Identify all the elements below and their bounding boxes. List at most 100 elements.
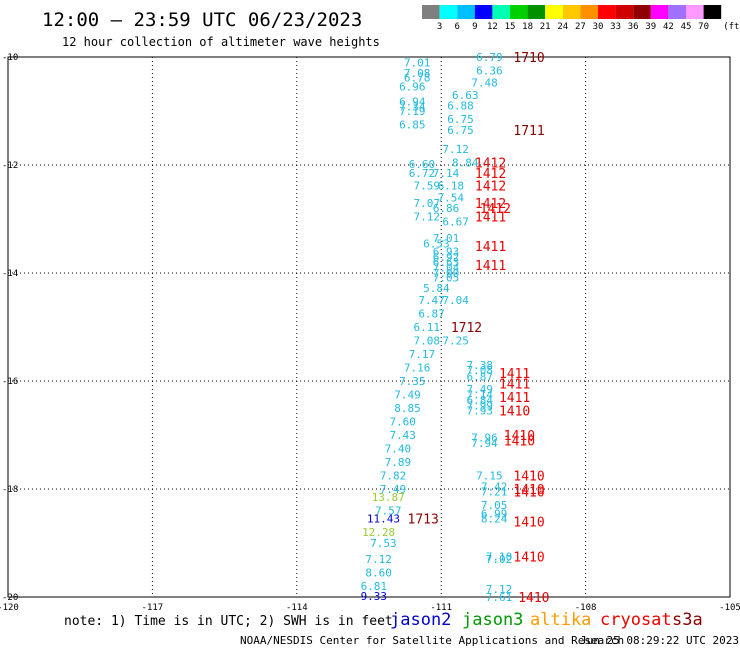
swh-value-label: 6.94 <box>399 95 426 108</box>
y-tick-label: -14 <box>2 269 18 279</box>
pass-number-label: 1410 <box>504 429 535 444</box>
swh-value-label: 6.87 <box>466 371 493 384</box>
color-swatch <box>492 5 510 19</box>
swh-value-label: 6.63 <box>452 89 479 102</box>
swh-value-label: 7.53 <box>370 537 397 550</box>
pass-number-label: 1411 <box>499 391 530 406</box>
swh-value-label: 11.43 <box>367 513 400 526</box>
swh-value-label: 12.28 <box>362 526 395 539</box>
swh-value-label: 7.02 <box>486 553 513 566</box>
color-scale-label: 39 <box>645 22 656 32</box>
chart-subtitle: 12 hour collection of altimeter wave hei… <box>62 35 380 49</box>
swh-value-label: 7.14 <box>433 167 460 180</box>
swh-value-label: 7.93 <box>466 405 493 418</box>
color-swatch <box>545 5 563 19</box>
swh-value-label: 7.05 <box>481 499 508 512</box>
color-scale-label: 3 <box>437 22 442 32</box>
footer-credit: NOAA/NESDIS Center for Satellite Applica… <box>240 634 624 647</box>
color-scale-label: 36 <box>628 22 639 32</box>
swh-value-label: 7.60 <box>389 416 416 429</box>
color-swatch <box>668 5 686 19</box>
color-swatch <box>439 5 458 19</box>
swh-value-label: 7.04 <box>442 294 469 307</box>
swh-value-label: 7.34 <box>399 101 426 114</box>
pass-number-label: 1411 <box>475 240 506 255</box>
color-swatch <box>422 5 440 19</box>
swh-value-label: 6.84 <box>466 394 493 407</box>
swh-value-label: 7.35 <box>399 375 426 388</box>
color-scale-label: 27 <box>575 22 586 32</box>
color-swatch <box>615 5 634 19</box>
axis-ticks: -120 -117 -114 -111 -108 -105 -10 -12 -14 -16 -18 -… <box>0 53 740 613</box>
swh-value-label: 7.42 <box>481 480 508 493</box>
swh-value-label: 6.81 <box>361 580 388 593</box>
pass-number-label: 1711 <box>513 124 544 139</box>
swh-value-label: 7.25 <box>442 335 469 348</box>
swh-value-label: 7.08 <box>414 335 441 348</box>
swh-value-label: 6.78 <box>404 72 431 85</box>
swh-value-label: 5.84 <box>423 282 450 295</box>
swh-value-label: 7.12 <box>365 553 392 566</box>
pass-number-label: 1411 <box>499 378 530 393</box>
swh-value-label: 7.12 <box>486 583 513 596</box>
y-tick-label: -12 <box>2 161 18 171</box>
swh-value-label: 7.49 <box>394 389 421 402</box>
swh-value-label: 7.07 <box>414 197 441 210</box>
swh-value-label: 6.75 <box>447 124 474 137</box>
swh-value-label: 6.36 <box>476 65 503 78</box>
plot-frame <box>7 56 731 598</box>
swh-value-label: 7.47 <box>418 294 445 307</box>
swh-values: 7.01 6.796.367.086.78 7.486.966.636.94 6.88… <box>361 51 513 604</box>
satellite-legend-label: altika <box>530 610 591 630</box>
swh-value-label: 6.72 <box>409 167 436 180</box>
swh-value-label: 6.79 <box>476 51 503 64</box>
swh-value-label: 7.48 <box>471 76 498 89</box>
pass-number-label: 1410 <box>513 483 544 498</box>
satellite-legend-label: cryosat <box>600 610 672 630</box>
swh-value-label: 7.57 <box>375 505 402 518</box>
color-swatch <box>562 5 581 19</box>
swh-value-label: 6.63 <box>433 256 460 269</box>
pass-labels: 1710171114121412141214121412141114111411… <box>408 51 550 606</box>
pass-number-label: 1410 <box>513 470 544 485</box>
swh-value-label: 7.40 <box>385 443 412 456</box>
x-tick-label: -105 <box>719 603 740 613</box>
swh-value-label: 7.82 <box>380 470 407 483</box>
color-swatch <box>580 5 598 19</box>
swh-value-label: 6.93 <box>433 245 460 258</box>
swh-value-label: 7.59 <box>414 180 441 193</box>
pass-number-label: 1412 <box>475 180 506 195</box>
x-tick-label: -108 <box>575 603 597 613</box>
x-tick-label: -120 <box>0 603 19 613</box>
swh-value-label: 8.60 <box>365 567 392 580</box>
swh-value-label: 6.75 <box>447 113 474 126</box>
swh-value-label: 6.11 <box>414 321 441 334</box>
footer-timestamp: Jun 25 08:29:22 UTC 2023 <box>580 634 739 647</box>
pass-number-label: 1411 <box>475 259 506 274</box>
y-tick-label: -16 <box>2 377 18 387</box>
swh-value-label: 7.01 <box>404 56 431 69</box>
color-scale-label: 45 <box>681 22 692 32</box>
pass-number-label: 1412 <box>475 156 506 171</box>
swh-value-label: 6.92 <box>433 251 460 264</box>
y-tick-label: -20 <box>2 593 18 603</box>
pass-number-label: 1710 <box>513 51 544 66</box>
swh-value-label: 6.87 <box>418 308 445 321</box>
color-swatch <box>598 5 616 19</box>
pass-number-label: 1410 <box>513 551 544 566</box>
swh-value-label: 7.54 <box>438 191 465 204</box>
pass-number-label: 1410 <box>513 515 544 530</box>
pass-number-label: 1410 <box>504 434 535 449</box>
swh-value-label: 6.85 <box>399 119 426 132</box>
color-scale-label: 30 <box>593 22 604 32</box>
swh-value-label: 7.15 <box>476 470 503 483</box>
swh-value-label: 6.60 <box>409 158 436 171</box>
pass-number-label: 1410 <box>518 591 549 606</box>
swh-value-label: 7.96 <box>471 432 498 445</box>
swh-value-label: 6.53 <box>423 237 450 250</box>
color-scale-label: 12 <box>487 22 498 32</box>
chart-title: 12:00 — 23:59 UTC 06/23/2023 <box>42 9 362 31</box>
color-scale-label: 15 <box>505 22 516 32</box>
